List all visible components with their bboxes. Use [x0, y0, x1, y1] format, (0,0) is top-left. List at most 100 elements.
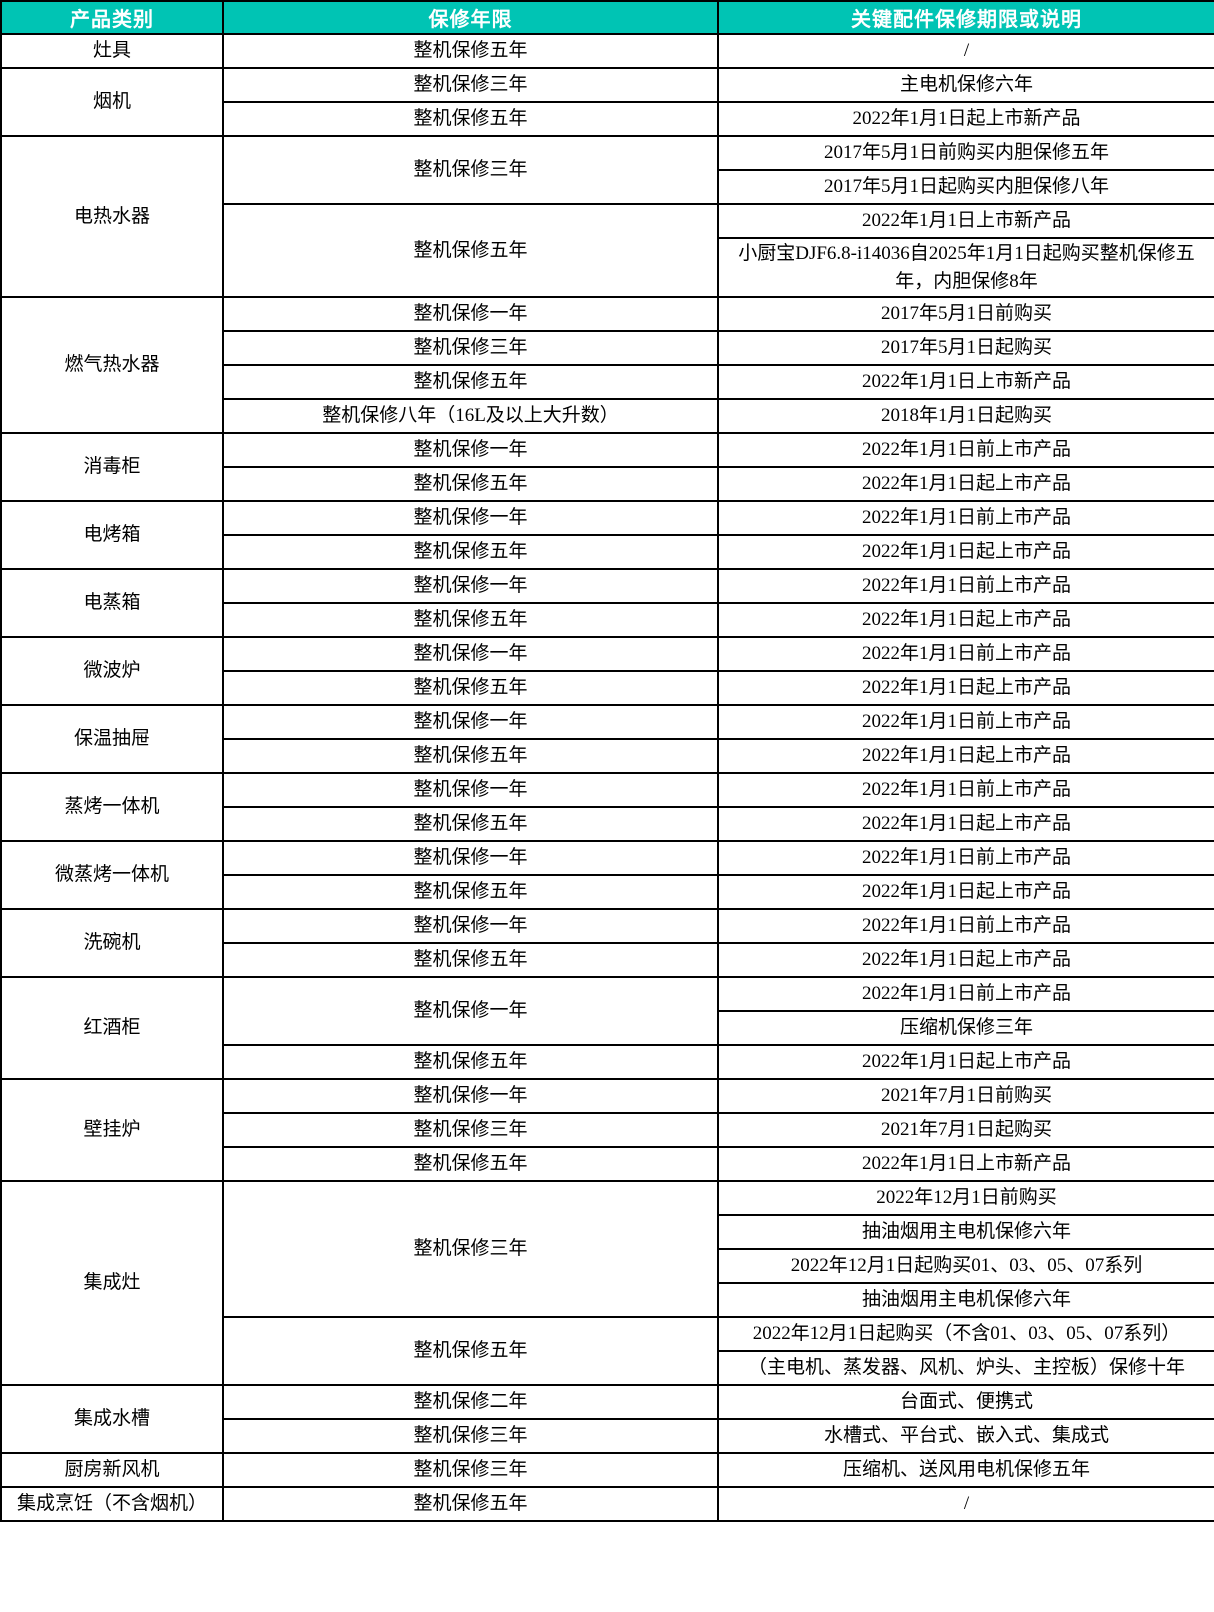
product-category-cell: 壁挂炉	[0, 1078, 224, 1183]
warranty-period-cell: 整机保修五年	[222, 1486, 719, 1523]
key-parts-detail-cell: 2017年5月1日起购买内胆保修八年	[717, 169, 1214, 205]
warranty-period-cell: 整机保修三年	[222, 1112, 719, 1149]
warranty-period-cell: 整机保修五年	[222, 874, 719, 911]
key-parts-detail-cell: 2022年1月1日前上市产品	[717, 772, 1214, 809]
key-parts-detail-cell: 2022年1月1日起上市产品	[717, 602, 1214, 639]
table-row: 烟机 整机保修三年 主电机保修六年	[0, 67, 1214, 137]
key-parts-detail-cell: 2022年12月1日前购买	[717, 1180, 1214, 1217]
table-row: 整机保修五年 2022年1月1日起上市产品	[1, 738, 1214, 775]
key-parts-detail-cell: 2022年1月1日前上市产品	[717, 500, 1214, 537]
product-category-cell: 消毒柜	[0, 432, 224, 503]
key-parts-detail-cell: 2022年1月1日前上市产品	[717, 636, 1214, 673]
table-row: 整机保修五年 2022年12月1日起购买（不含01、03、05、07系列）	[1, 1316, 1214, 1387]
table-row: 燃气热水器 整机保修一年 2017年5月1日前购买	[0, 296, 1214, 435]
warranty-period-cell: 整机保修一年	[222, 840, 719, 877]
header-product-category: 产品类别	[0, 0, 224, 35]
key-parts-detail-cell: 2018年1月1日起购买	[717, 398, 1214, 435]
table-row: 电蒸箱 整机保修一年 2022年1月1日前上市产品	[0, 568, 1214, 639]
header-row: 产品类别 保修年限 关键配件保修期限或说明	[0, 0, 1214, 35]
key-parts-detail-cell: 抽油烟用主电机保修六年	[717, 1214, 1214, 1251]
table-row: 整机保修五年 2022年1月1日起上市产品	[1, 942, 1214, 979]
table-row: 洗碗机 整机保修一年 2022年1月1日前上市产品	[0, 908, 1214, 979]
key-parts-detail-cell: 2022年1月1日上市新产品	[717, 203, 1214, 239]
table-row: 保温抽屉 整机保修一年 2022年1月1日前上市产品	[0, 704, 1214, 775]
table-row: 2017年5月1日起购买内胆保修八年	[1, 169, 1214, 205]
key-parts-detail-cell: 压缩机、送风用电机保修五年	[717, 1452, 1214, 1489]
warranty-period-cell: 整机保修一年	[222, 500, 719, 537]
key-parts-detail-cell: 2022年1月1日前上市产品	[717, 568, 1214, 605]
warranty-period-cell: 整机保修三年	[222, 330, 719, 367]
warranty-period-cell: 整机保修五年	[222, 1044, 719, 1081]
warranty-period-cell: 整机保修三年	[222, 1180, 719, 1319]
key-parts-detail-cell: 2022年1月1日起上市产品	[717, 738, 1214, 775]
table-row: 消毒柜 整机保修一年 2022年1月1日前上市产品	[0, 432, 1214, 503]
product-category-cell: 集成烹饪（不含烟机）	[0, 1486, 224, 1523]
key-parts-detail-cell: 小厨宝DJF6.8-i14036自2025年1月1日起购买整机保修五年，内胆保修…	[717, 236, 1214, 299]
table-row: 整机保修五年 2022年1月1日上市新产品	[1, 202, 1214, 299]
table-row: 小厨宝DJF6.8-i14036自2025年1月1日起购买整机保修五年，内胆保修…	[1, 236, 1214, 299]
header-key-parts-warranty: 关键配件保修期限或说明	[717, 0, 1214, 35]
table-row: 微蒸烤一体机 整机保修一年 2022年1月1日前上市产品	[0, 840, 1214, 911]
warranty-period-cell: 整机保修五年	[222, 738, 719, 775]
product-category-cell: 微波炉	[0, 636, 224, 707]
warranty-table-header: 产品类别 保修年限 关键配件保修期限或说明	[0, 0, 1214, 35]
key-parts-detail-cell: （主电机、蒸发器、风机、炉头、主控板）保修十年	[717, 1350, 1214, 1387]
warranty-period-cell: 整机保修二年	[222, 1384, 719, 1421]
key-parts-detail-cell: 2022年1月1日前上市产品	[717, 704, 1214, 741]
table-row: 整机保修五年 2022年1月1日起上市产品	[1, 534, 1214, 571]
product-category-cell: 电烤箱	[0, 500, 224, 571]
table-row: 整机保修三年 2021年7月1日起购买	[1, 1112, 1214, 1149]
warranty-period-cell: 整机保修三年	[222, 67, 719, 103]
table-row: 抽油烟用主电机保修六年	[1, 1282, 1214, 1319]
table-row: 整机保修五年 2022年1月1日上市新产品	[1, 1146, 1214, 1183]
table-row: 集成水槽 整机保修二年 台面式、便携式	[0, 1384, 1214, 1455]
warranty-period-cell: 整机保修一年	[222, 704, 719, 741]
table-row: 整机保修五年 2022年1月1日起上市产品	[1, 874, 1214, 911]
product-category-cell: 集成灶	[0, 1180, 224, 1387]
table-row: 整机保修五年 2022年1月1日起上市新产品	[1, 101, 1214, 137]
key-parts-detail-cell: 2017年5月1日前购买内胆保修五年	[717, 135, 1214, 171]
warranty-period-cell: 整机保修一年	[222, 636, 719, 673]
table-row: 灶具 整机保修五年 /	[0, 33, 1214, 69]
table-row: 厨房新风机 整机保修三年 压缩机、送风用电机保修五年	[0, 1452, 1214, 1489]
table-row: 整机保修五年 2022年1月1日起上市产品	[1, 806, 1214, 843]
warranty-period-cell: 整机保修五年	[222, 33, 719, 69]
table-row: 蒸烤一体机 整机保修一年 2022年1月1日前上市产品	[0, 772, 1214, 843]
warranty-period-cell: 整机保修一年	[222, 432, 719, 469]
header-warranty-period: 保修年限	[222, 0, 719, 35]
product-category-cell: 红酒柜	[0, 976, 224, 1081]
table-row: 抽油烟用主电机保修六年	[1, 1214, 1214, 1251]
key-parts-detail-cell: 2022年1月1日前上市产品	[717, 908, 1214, 945]
warranty-period-cell: 整机保修五年	[222, 602, 719, 639]
warranty-period-cell: 整机保修五年	[222, 942, 719, 979]
table-row: 整机保修三年 水槽式、平台式、嵌入式、集成式	[1, 1418, 1214, 1455]
table-row: 电烤箱 整机保修一年 2022年1月1日前上市产品	[0, 500, 1214, 571]
product-category-cell: 灶具	[0, 33, 224, 69]
table-row: 整机保修八年（16L及以上大升数） 2018年1月1日起购买	[1, 398, 1214, 435]
product-category-cell: 保温抽屉	[0, 704, 224, 775]
warranty-table-body: 灶具 整机保修五年 / 烟机 整机保修三年 主电机保修六年 整机保修五年 2022年1月1日起…	[0, 33, 1214, 1523]
key-parts-detail-cell: 2021年7月1日起购买	[717, 1112, 1214, 1149]
key-parts-detail-cell: 2022年1月1日起上市产品	[717, 806, 1214, 843]
key-parts-detail-cell: 2022年1月1日起上市产品	[717, 874, 1214, 911]
table-row: 压缩机保修三年	[1, 1010, 1214, 1047]
product-category-cell: 燃气热水器	[0, 296, 224, 435]
warranty-policy-page: 产品类别 保修年限 关键配件保修期限或说明 灶具 整机保修五年 / 烟机 整机保修三年主…	[0, 0, 1214, 1523]
product-category-cell: 烟机	[0, 67, 224, 137]
warranty-period-cell: 整机保修五年	[222, 1146, 719, 1183]
warranty-period-cell: 整机保修五年	[222, 806, 719, 843]
key-parts-detail-cell: 2022年1月1日起上市产品	[717, 466, 1214, 503]
key-parts-detail-cell: 主电机保修六年	[717, 67, 1214, 103]
product-category-cell: 电蒸箱	[0, 568, 224, 639]
table-row: 整机保修三年 2017年5月1日起购买	[1, 330, 1214, 367]
key-parts-detail-cell: 2021年7月1日前购买	[717, 1078, 1214, 1115]
key-parts-detail-cell: 2017年5月1日前购买	[717, 296, 1214, 333]
table-row: 2022年12月1日起购买01、03、05、07系列	[1, 1248, 1214, 1285]
key-parts-detail-cell: 2022年1月1日起上市产品	[717, 1044, 1214, 1081]
key-parts-detail-cell: /	[717, 1486, 1214, 1523]
key-parts-detail-cell: 水槽式、平台式、嵌入式、集成式	[717, 1418, 1214, 1455]
key-parts-detail-cell: 2017年5月1日起购买	[717, 330, 1214, 367]
table-row: 电热水器 整机保修三年 2017年5月1日前购买内胆保修五年	[0, 134, 1214, 299]
key-parts-detail-cell: /	[717, 33, 1214, 69]
warranty-period-cell: 整机保修一年	[222, 976, 719, 1047]
